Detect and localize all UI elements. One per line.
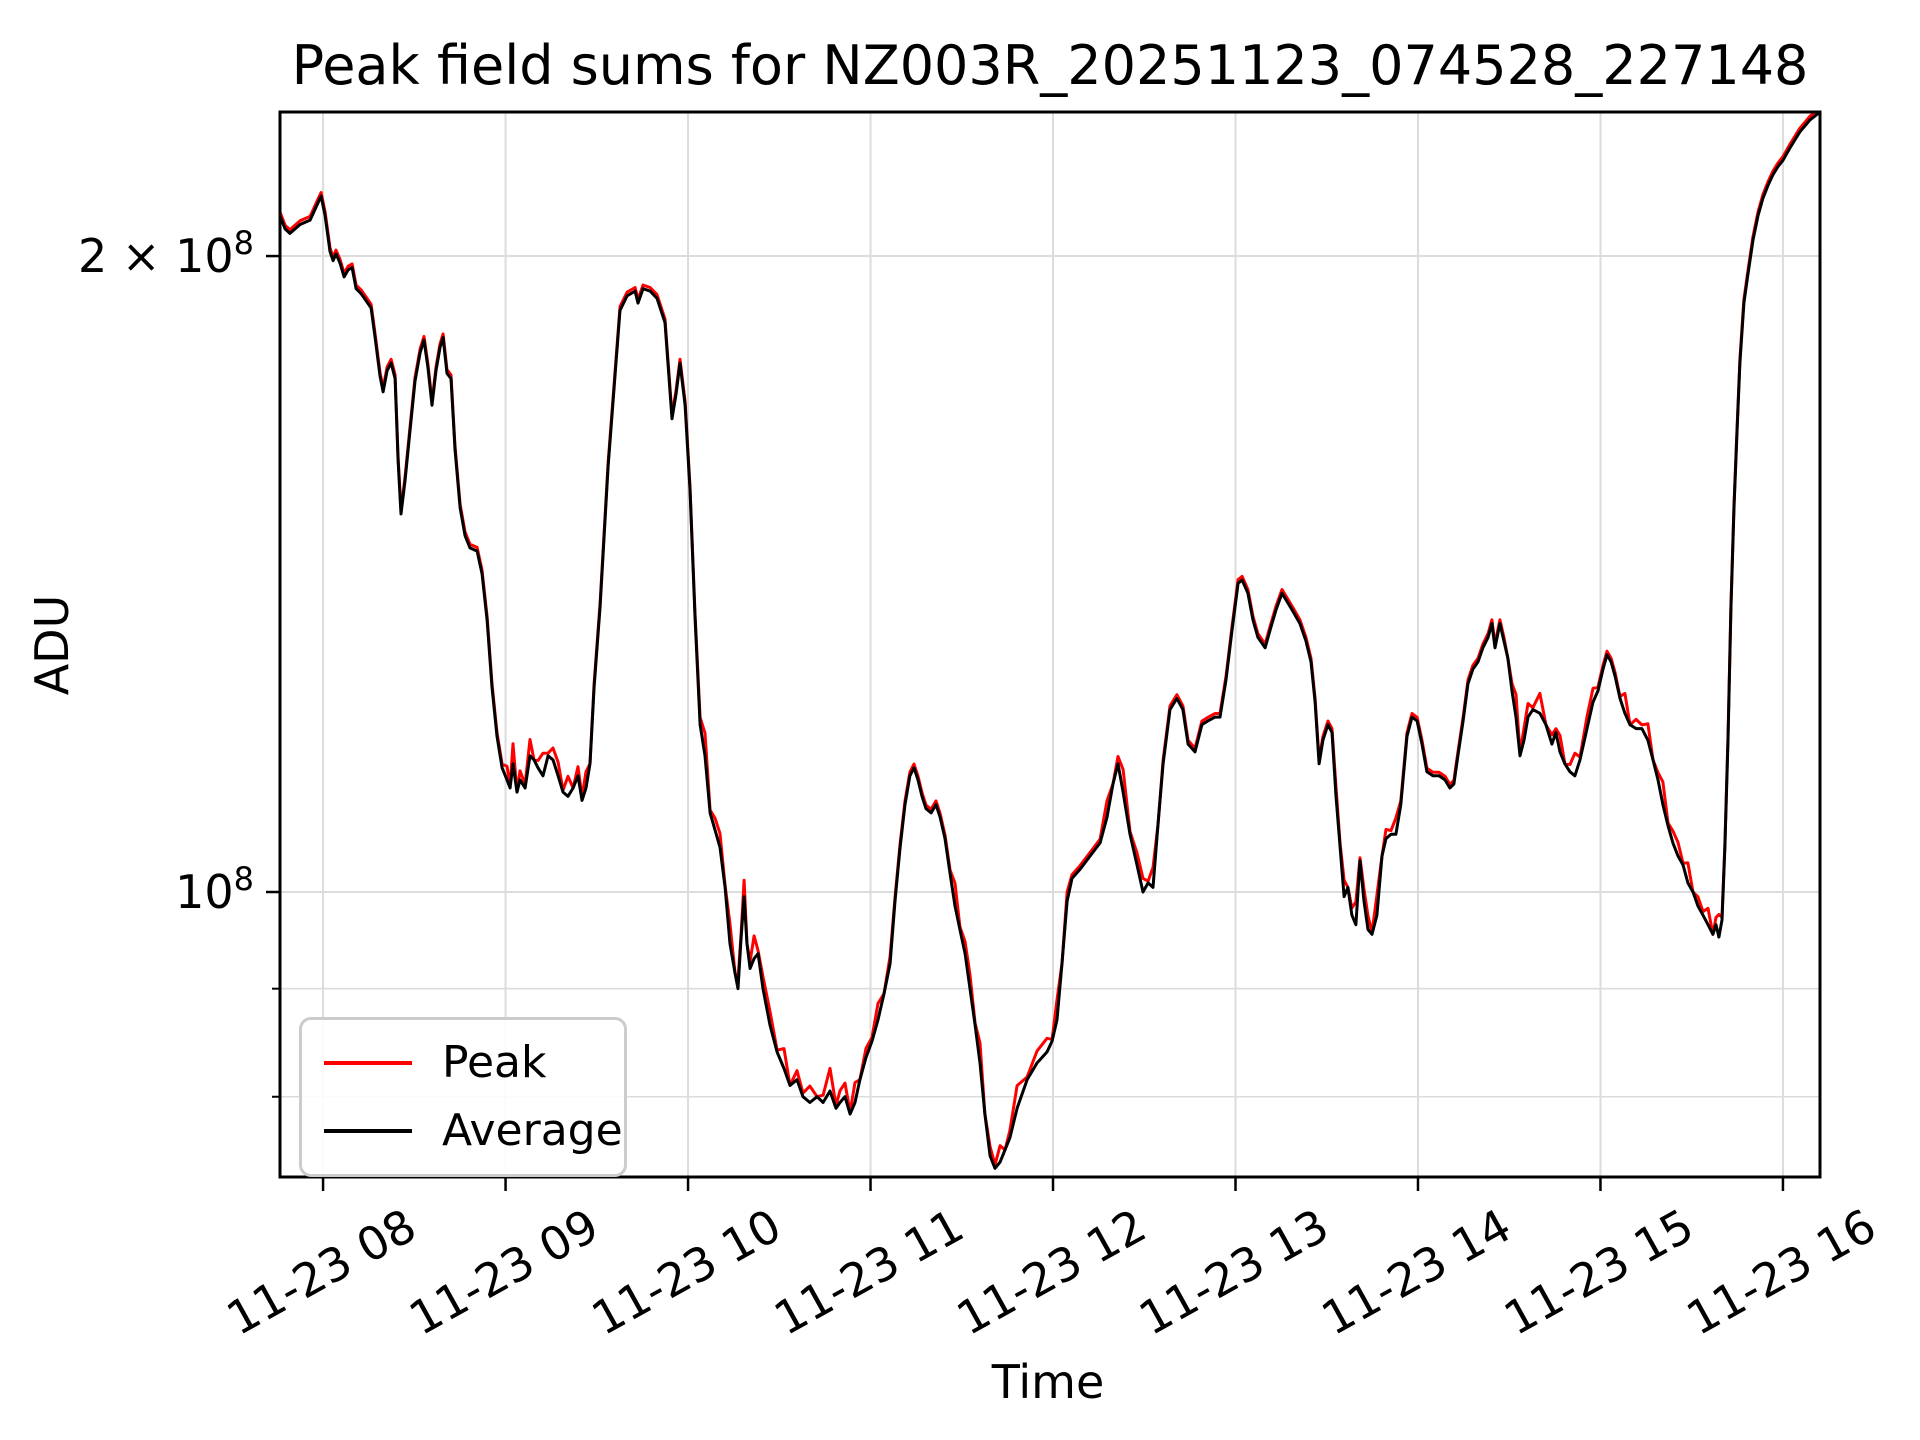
grid-lines bbox=[280, 112, 1820, 1177]
x-tick-label: 11-23 11 bbox=[765, 1198, 972, 1346]
legend: Peak Average bbox=[299, 1017, 627, 1177]
x-tick-label: 11-23 09 bbox=[400, 1198, 607, 1346]
x-tick-label: 11-23 08 bbox=[218, 1198, 425, 1346]
legend-entry-average: Average bbox=[324, 1104, 623, 1158]
x-tick-label: 11-23 16 bbox=[1678, 1198, 1885, 1346]
x-tick-label: 11-23 15 bbox=[1495, 1198, 1702, 1346]
x-tick-label: 11-23 13 bbox=[1130, 1198, 1337, 1346]
y-tick-label: 108 bbox=[175, 860, 254, 919]
x-tick-label: 11-23 12 bbox=[948, 1198, 1155, 1346]
x-axis-label: Time bbox=[991, 1355, 1105, 1409]
legend-entry-peak: Peak bbox=[324, 1036, 602, 1090]
y-tick-label: 2 × 108 bbox=[78, 224, 254, 283]
x-tick-label: 11-23 10 bbox=[583, 1198, 790, 1346]
legend-label-peak: Peak bbox=[442, 1037, 547, 1088]
series-group bbox=[280, 112, 1820, 1170]
plot-border bbox=[278, 110, 1822, 1179]
chart-title: Peak field sums for NZ003R_20251123_0745… bbox=[291, 34, 1809, 97]
series-average-line bbox=[280, 112, 1820, 1170]
y-axis-label: ADU bbox=[25, 594, 79, 696]
legend-label-average: Average bbox=[442, 1105, 623, 1156]
x-tick-label: 11-23 14 bbox=[1313, 1198, 1520, 1346]
peak-line-swatch bbox=[324, 1061, 412, 1065]
y-ticks: 108 2 × 108 bbox=[78, 224, 280, 1098]
average-line-swatch bbox=[324, 1129, 412, 1133]
series-peak-line bbox=[280, 112, 1818, 1167]
